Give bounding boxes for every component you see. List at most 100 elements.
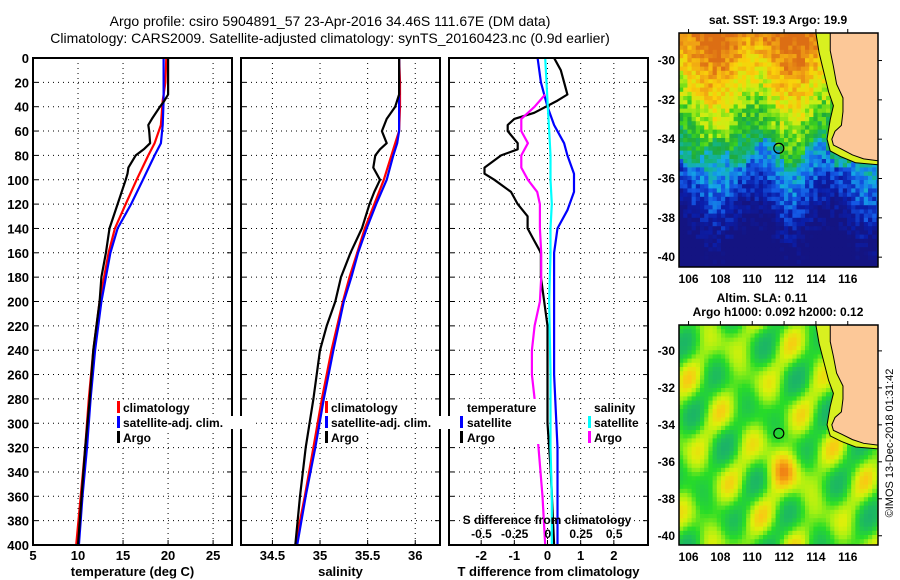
map-cell bbox=[775, 138, 781, 143]
map-cell bbox=[729, 425, 734, 431]
map-cell bbox=[737, 213, 743, 219]
map-cell bbox=[742, 167, 747, 172]
map-cell bbox=[708, 238, 713, 244]
map-cell bbox=[721, 138, 726, 143]
map-cell bbox=[746, 180, 751, 185]
map-cell bbox=[826, 396, 831, 401]
map-cell bbox=[700, 205, 705, 210]
map-cell bbox=[821, 388, 827, 393]
map-cell bbox=[704, 54, 709, 59]
map-cell bbox=[775, 251, 781, 256]
map-cell bbox=[788, 530, 793, 536]
map-cell bbox=[742, 375, 747, 380]
argo-location-marker bbox=[773, 142, 785, 154]
map-cell bbox=[716, 488, 722, 494]
map-cell bbox=[750, 70, 755, 76]
map-cell bbox=[767, 146, 772, 151]
map-cell bbox=[813, 522, 818, 527]
map-cell bbox=[746, 175, 751, 181]
map-cell bbox=[700, 41, 705, 46]
map-cell bbox=[691, 41, 697, 46]
map-cell bbox=[704, 112, 709, 118]
map-cell bbox=[733, 142, 739, 147]
map-cell bbox=[716, 539, 722, 544]
map-cell bbox=[826, 467, 831, 473]
map-cell bbox=[733, 87, 739, 93]
map-cell bbox=[733, 45, 739, 51]
map-cell bbox=[775, 91, 781, 97]
map-cell bbox=[742, 367, 747, 372]
map-cell bbox=[742, 180, 747, 185]
map-cell bbox=[712, 238, 718, 244]
map-cell bbox=[687, 425, 692, 431]
map-cell bbox=[813, 112, 818, 118]
map-cell bbox=[805, 108, 810, 114]
map-cell bbox=[788, 476, 793, 481]
map-cell bbox=[800, 522, 806, 527]
map-cell bbox=[800, 196, 806, 202]
map-cell bbox=[851, 251, 856, 256]
map-cell bbox=[737, 100, 743, 105]
map-cell bbox=[767, 442, 772, 448]
map-cell bbox=[788, 180, 793, 185]
map-cell bbox=[863, 201, 869, 206]
map-cell bbox=[716, 493, 722, 498]
map-cell bbox=[742, 362, 747, 368]
map-cell bbox=[817, 425, 823, 431]
map-cell bbox=[742, 501, 747, 506]
map-cell bbox=[779, 213, 785, 219]
map-cell bbox=[775, 100, 781, 105]
map-cell bbox=[683, 112, 688, 118]
map-cell bbox=[805, 251, 810, 256]
map-cell bbox=[721, 146, 726, 151]
map-cell bbox=[679, 213, 684, 219]
map-cell bbox=[792, 404, 797, 410]
map-cell bbox=[742, 37, 747, 42]
map-cell bbox=[729, 476, 734, 481]
map-cell bbox=[737, 133, 743, 139]
map-cell bbox=[838, 446, 844, 452]
map-cell bbox=[872, 180, 877, 185]
map-cell bbox=[792, 251, 797, 256]
map-cell bbox=[750, 522, 755, 527]
map-cell bbox=[758, 396, 764, 401]
map-cell bbox=[754, 247, 760, 252]
map-cell bbox=[784, 209, 789, 214]
map-cell bbox=[788, 526, 793, 532]
map-cell bbox=[863, 196, 869, 202]
map-cell bbox=[868, 251, 873, 256]
map-cell bbox=[838, 175, 844, 181]
map-cell bbox=[771, 388, 776, 393]
map-cell bbox=[784, 133, 789, 139]
map-cell bbox=[779, 41, 785, 46]
map-cell bbox=[746, 117, 751, 122]
map-cell bbox=[771, 392, 776, 397]
map-cell bbox=[750, 341, 755, 347]
map-cell bbox=[847, 234, 852, 240]
map-cell bbox=[763, 333, 768, 338]
map-cell bbox=[716, 154, 722, 160]
map-cell bbox=[813, 247, 818, 252]
map-cell bbox=[792, 417, 797, 422]
map-cell bbox=[859, 167, 865, 172]
map-cell bbox=[805, 396, 810, 401]
map-cell bbox=[750, 217, 755, 223]
map-cell bbox=[855, 255, 860, 261]
map-cell bbox=[775, 79, 781, 84]
map-cell bbox=[687, 138, 692, 143]
map-cell bbox=[821, 150, 827, 156]
map-cell bbox=[792, 66, 797, 72]
map-cell bbox=[729, 138, 734, 143]
map-cell bbox=[729, 251, 734, 256]
map-cell bbox=[800, 480, 806, 485]
map-cell bbox=[721, 205, 726, 210]
map-cell bbox=[817, 409, 823, 414]
map-cell bbox=[813, 518, 818, 523]
map-cell bbox=[767, 87, 772, 93]
map-cell bbox=[788, 104, 793, 109]
map-cell bbox=[796, 379, 802, 385]
map-cell bbox=[712, 459, 718, 464]
map-cell bbox=[834, 217, 839, 223]
map-cell bbox=[792, 409, 797, 414]
map-cell bbox=[754, 505, 760, 511]
